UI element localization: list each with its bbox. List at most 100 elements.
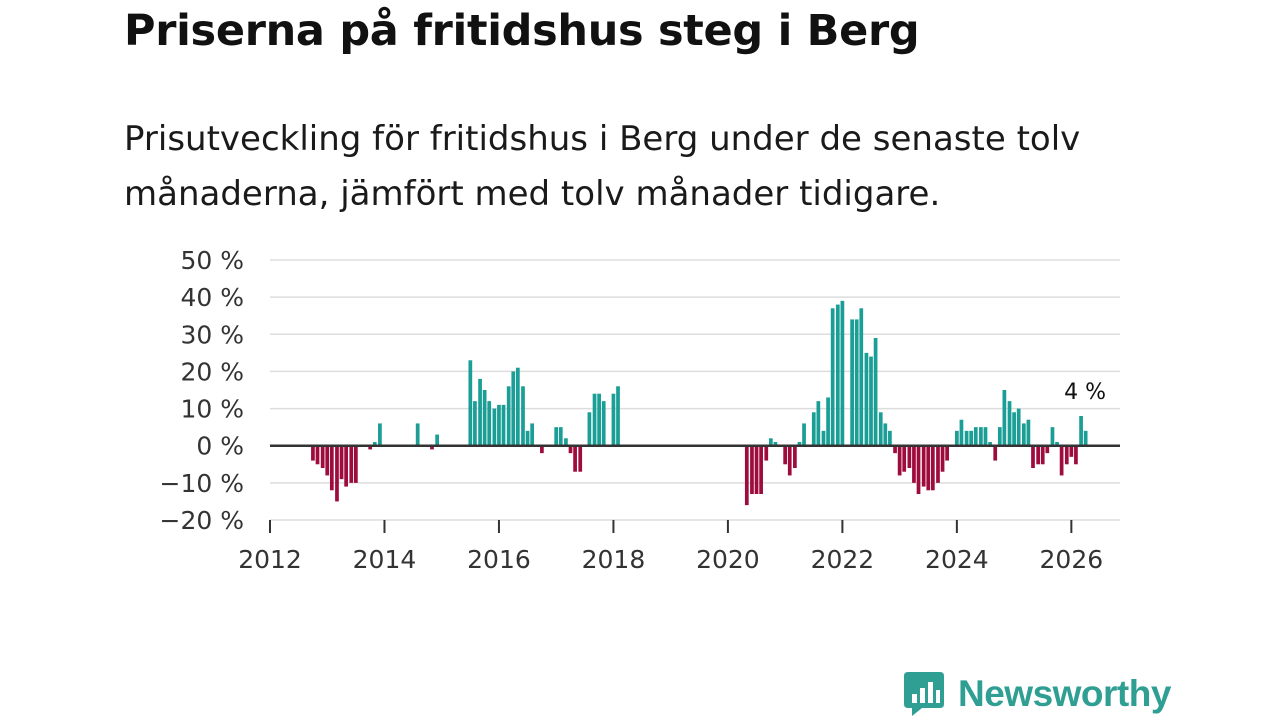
bar [969, 430, 974, 446]
bar [797, 442, 802, 446]
axes [269, 444, 1120, 533]
bar [916, 445, 921, 494]
bar [587, 412, 592, 446]
bar [506, 386, 511, 446]
bar [540, 445, 544, 454]
bar [573, 445, 577, 472]
bar [1031, 445, 1035, 468]
bar [492, 408, 497, 446]
bar [768, 438, 773, 446]
bar [821, 430, 826, 446]
bar [601, 401, 606, 446]
bar [1069, 445, 1074, 457]
bar [816, 401, 821, 446]
bar [521, 386, 525, 446]
bar [840, 300, 845, 446]
bar [859, 308, 864, 446]
bar [372, 442, 377, 446]
y-tick-label: 40 % [180, 283, 244, 312]
y-tick-label: −20 % [160, 506, 244, 535]
bar [983, 427, 988, 446]
x-tick-label: 2022 [811, 545, 875, 574]
bar [802, 423, 806, 446]
bar [511, 371, 516, 446]
bar [893, 445, 897, 454]
bar [773, 442, 778, 446]
grid-lines [270, 259, 1120, 521]
bar [878, 412, 883, 446]
bar [921, 445, 926, 487]
bar [1079, 416, 1083, 446]
brand-logo: Newsworthy [902, 670, 1171, 718]
y-tick-label: 0 % [196, 432, 244, 461]
bar [964, 430, 969, 446]
bar [973, 427, 978, 446]
bar [912, 445, 916, 483]
bar [525, 430, 530, 446]
bar [473, 401, 477, 446]
bar [1050, 427, 1055, 446]
bar [793, 445, 797, 468]
bar [378, 423, 382, 446]
latest-value-annotation: 4 % [1064, 380, 1106, 405]
bar [897, 445, 902, 476]
bar [1074, 445, 1078, 465]
bar [930, 445, 935, 491]
bar [1012, 412, 1016, 446]
bar [988, 442, 992, 446]
bar [564, 438, 568, 446]
bar [945, 445, 949, 461]
bar [1007, 401, 1012, 446]
bar [1045, 445, 1050, 454]
bar [311, 445, 315, 461]
bar [435, 434, 439, 446]
bar [830, 308, 835, 446]
bar [873, 338, 878, 446]
bar [850, 319, 854, 446]
bar [468, 360, 473, 446]
bar [597, 393, 601, 446]
bar [320, 445, 325, 468]
bar [430, 445, 434, 450]
tick-labels: 50 % 40 % 30 % 20 % 10 % 0 % −10 % −20 % 2012 201… [160, 246, 1106, 574]
bar [764, 445, 769, 461]
bar [997, 427, 1002, 446]
bar [902, 445, 907, 472]
bar [955, 430, 959, 446]
bar [368, 445, 373, 450]
y-tick-label: 20 % [180, 357, 244, 386]
bar [1026, 419, 1031, 446]
bar [940, 445, 945, 472]
bar [339, 445, 344, 480]
bar [349, 445, 354, 483]
bars [311, 300, 1088, 506]
y-tick-label: 10 % [180, 395, 244, 424]
bar [482, 390, 487, 446]
x-tick-label: 2020 [696, 545, 760, 574]
bar [558, 427, 563, 446]
bar [759, 445, 763, 494]
bar [883, 423, 888, 446]
bar [611, 393, 616, 446]
y-tick-label: −10 % [160, 469, 244, 498]
bar [530, 423, 535, 446]
y-tick-label: 30 % [180, 320, 244, 349]
bar [592, 393, 597, 446]
bar [1064, 445, 1069, 465]
bar [515, 367, 520, 446]
bar [344, 445, 348, 487]
bar [1059, 445, 1064, 476]
x-tick-label: 2012 [238, 545, 302, 574]
bar [1055, 442, 1059, 446]
bar [959, 419, 964, 446]
bar [993, 445, 998, 461]
bar [497, 404, 501, 446]
bar [888, 430, 892, 446]
chart-title: Priserna på fritidshus steg i Berg [124, 6, 920, 56]
bar [750, 445, 754, 494]
bar [325, 445, 330, 476]
bar [487, 401, 492, 446]
bar [811, 412, 816, 446]
bar [478, 378, 482, 446]
